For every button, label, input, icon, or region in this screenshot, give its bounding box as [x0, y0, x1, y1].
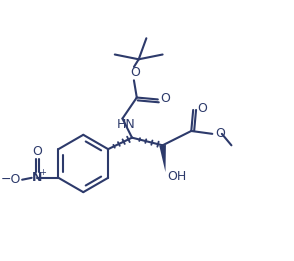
Text: O: O — [161, 92, 171, 105]
Text: OH: OH — [167, 170, 187, 183]
Text: +: + — [39, 168, 46, 177]
Text: O: O — [32, 145, 42, 158]
Polygon shape — [159, 145, 166, 172]
Text: N: N — [32, 171, 43, 184]
Text: HN: HN — [117, 118, 136, 131]
Text: O: O — [130, 66, 140, 79]
Text: O: O — [197, 103, 207, 116]
Text: O: O — [215, 127, 225, 140]
Text: −O: −O — [1, 173, 21, 186]
